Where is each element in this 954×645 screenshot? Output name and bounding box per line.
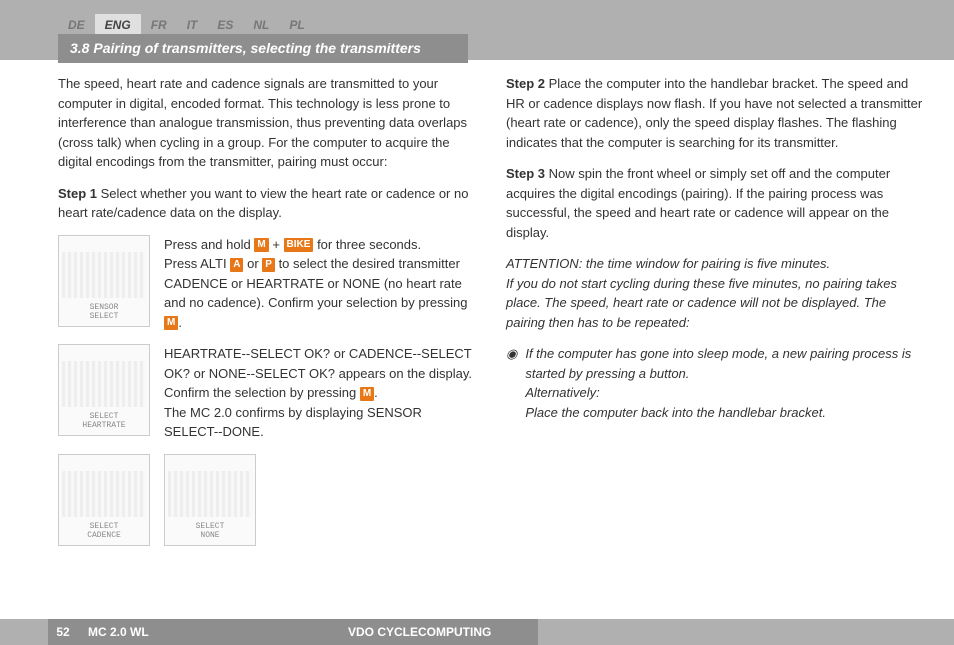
step1-text: Select whether you want to view the hear… — [58, 186, 468, 221]
page-number: 52 — [48, 619, 78, 645]
right-column: Step 2 Place the computer into the handl… — [506, 74, 924, 558]
left-column: The speed, heart rate and cadence signal… — [58, 74, 476, 558]
badge-a: A — [230, 258, 243, 272]
step3-text: Now spin the front wheel or simply set o… — [506, 166, 890, 240]
intro-paragraph: The speed, heart rate and cadence signal… — [58, 74, 476, 172]
cap-text: Press and hold — [164, 237, 254, 252]
step2-paragraph: Step 2 Place the computer into the handl… — [506, 74, 924, 152]
section-title-row: 3.8 Pairing of transmitters, selecting t… — [0, 36, 954, 60]
cap-text: . — [374, 385, 378, 400]
bullet-block: ◉ If the computer has gone into sleep mo… — [506, 344, 924, 422]
cap-text: or — [247, 256, 262, 271]
lcd-placeholder — [62, 471, 146, 517]
thumb-row2-caption: HEARTRATE--SELECT OK? or CADENCE--SELECT… — [164, 344, 476, 442]
lcd-placeholder — [62, 361, 146, 407]
thumb-text: SELECT HEARTRATE — [82, 413, 125, 431]
bullet-line3: Place the computer back into the handleb… — [525, 403, 924, 423]
attention-line2: If you do not start cycling during these… — [506, 274, 924, 333]
lcd-placeholder — [62, 252, 146, 298]
step1-paragraph: Step 1 Select whether you want to view t… — [58, 184, 476, 223]
badge-p: P — [262, 258, 275, 272]
bullet-line2: Alternatively: — [525, 383, 924, 403]
cap-text: HEARTRATE--SELECT OK? or CADENCE--SELECT… — [164, 346, 472, 381]
thumb-text: SELECT NONE — [196, 523, 225, 541]
attention-line1: ATTENTION: the time window for pairing i… — [506, 254, 924, 274]
step2-text: Place the computer into the handlebar br… — [506, 76, 922, 150]
thumb-text: SENSOR SELECT — [90, 304, 119, 322]
badge-m: M — [360, 387, 374, 401]
cap-text: Press ALTI — [164, 256, 230, 271]
thumb-select-heartrate: SELECT HEARTRATE — [58, 344, 150, 436]
cap-text: for three seconds. — [317, 237, 421, 252]
lcd-placeholder — [168, 471, 252, 517]
bullet-body: If the computer has gone into sleep mode… — [525, 344, 924, 422]
step2-label: Step 2 — [506, 76, 545, 91]
footer-pad — [0, 619, 48, 645]
section-title: 3.8 Pairing of transmitters, selecting t… — [58, 34, 468, 63]
cap-text: . — [178, 315, 182, 330]
step3-label: Step 3 — [506, 166, 545, 181]
footer-model: MC 2.0 WL — [78, 619, 338, 645]
badge-m: M — [254, 238, 268, 252]
content-columns: The speed, heart rate and cadence signal… — [0, 60, 954, 568]
thumb-sensor-select: SENSOR SELECT — [58, 235, 150, 327]
thumb-row-3: SELECT CADENCE SELECT NONE — [58, 454, 476, 546]
cap-text: Confirm the selection by pressing — [164, 385, 360, 400]
bullet-line1: If the computer has gone into sleep mode… — [525, 344, 924, 383]
thumb-select-none: SELECT NONE — [164, 454, 256, 546]
footer-bar: 52 MC 2.0 WL VDO CYCLECOMPUTING — [0, 619, 954, 645]
thumb-row1-caption: Press and hold M + BIKE for three second… — [164, 235, 476, 333]
footer-brand: VDO CYCLECOMPUTING — [338, 619, 538, 645]
thumb-row-2: SELECT HEARTRATE HEARTRATE--SELECT OK? o… — [58, 344, 476, 442]
step1-label: Step 1 — [58, 186, 97, 201]
thumb-select-cadence: SELECT CADENCE — [58, 454, 150, 546]
thumb-row-1: SENSOR SELECT Press and hold M + BIKE fo… — [58, 235, 476, 333]
language-bar: DE ENG FR IT ES NL PL — [0, 0, 954, 36]
badge-bike: BIKE — [284, 238, 314, 252]
cap-text: + — [272, 237, 283, 252]
footer-fill — [538, 619, 954, 645]
step3-paragraph: Step 3 Now spin the front wheel or simpl… — [506, 164, 924, 242]
badge-m: M — [164, 316, 178, 330]
thumb-text: SELECT CADENCE — [87, 523, 121, 541]
bullet-icon: ◉ — [506, 344, 517, 422]
cap-text: The MC 2.0 confirms by displaying SENSOR… — [164, 405, 422, 440]
